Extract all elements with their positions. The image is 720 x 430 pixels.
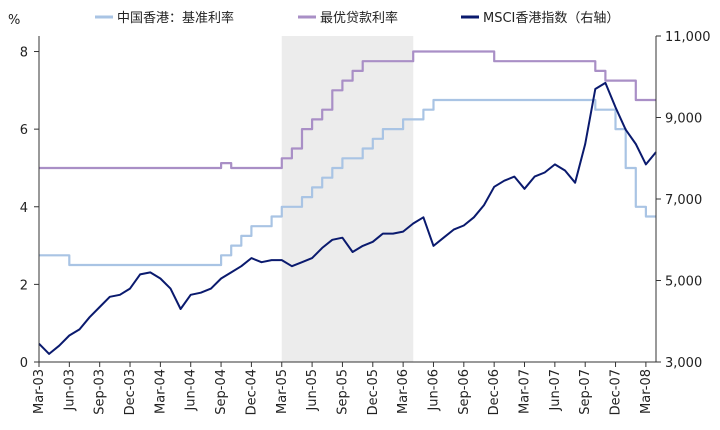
legend-item-prime-rate: 最优贷款利率 <box>298 10 398 26</box>
x-axis-tick-label: Mar-05 <box>275 369 290 414</box>
x-axis-tick-label: Dec-05 <box>366 369 381 415</box>
x-axis-tick-label: Dec-07 <box>609 369 624 415</box>
series-layer <box>38 50 657 355</box>
legend: 中国香港：基准利率 最优贷款利率 MSCI香港指数（右轴） <box>95 10 619 26</box>
right-axis-tick-label: 7,000 <box>665 193 702 208</box>
x-axis-tick-label: Mar-08 <box>639 369 654 414</box>
x-axis-tick-label: Jun-07 <box>548 369 563 412</box>
x-axis-tick-label: Mar-04 <box>153 369 168 414</box>
msci-hk-index-line <box>38 81 657 355</box>
legend-item-msci-hk: MSCI香港指数（右轴） <box>461 11 619 26</box>
left-axis-tick-label: 6 <box>20 123 28 138</box>
x-axis-tick-label: Sep-06 <box>457 369 472 415</box>
x-axis-tick-label: Jun-05 <box>305 369 320 412</box>
legend-label: 最优贷款利率 <box>320 10 398 26</box>
x-axis-tick-label: Mar-07 <box>518 369 533 414</box>
x-axis-tick-label: Jun-04 <box>184 369 199 412</box>
left-axis-unit: % <box>8 13 20 28</box>
legend-label: MSCI香港指数（右轴） <box>483 11 619 26</box>
legend-label: 中国香港：基准利率 <box>117 10 234 26</box>
right-axis-tick-label: 11,000 <box>665 30 711 45</box>
x-axis-tick-label: Dec-06 <box>487 369 502 415</box>
x-axis-tick-label: Jun-06 <box>426 369 441 412</box>
x-axis-tick-label: Sep-04 <box>214 369 229 415</box>
x-axis-tick-label: Mar-03 <box>32 369 47 414</box>
x-axis-tick-label: Jun-03 <box>62 369 77 412</box>
x-axis-tick-label: Dec-03 <box>123 369 138 415</box>
prime-rate-line <box>39 50 656 170</box>
base-rate-line <box>39 98 656 267</box>
x-axis-tick-label: Sep-03 <box>93 369 108 415</box>
left-axis-tick-label: 2 <box>20 278 28 293</box>
x-axis-tick-label: Mar-06 <box>396 369 411 414</box>
right-axis-tick-label: 3,000 <box>665 356 702 371</box>
right-axis-tick-label: 9,000 <box>665 112 702 127</box>
left-axis-tick-label: 4 <box>20 201 28 216</box>
axes-layer: 0 2 4 6 8% 3,000 5,000 7,000 9,000 11,000 Mar-03 Ju… <box>8 13 711 415</box>
left-axis-tick-label: 0 <box>20 356 28 371</box>
x-axis-tick-label: Dec-04 <box>244 369 259 415</box>
shaded-period <box>281 36 414 362</box>
left-axis-tick-label: 8 <box>20 46 28 61</box>
legend-item-base-rate: 中国香港：基准利率 <box>95 10 234 26</box>
right-axis-tick-label: 5,000 <box>665 275 702 290</box>
x-axis-tick-label: Sep-07 <box>578 369 593 415</box>
x-axis-tick-label: Sep-05 <box>335 369 350 415</box>
